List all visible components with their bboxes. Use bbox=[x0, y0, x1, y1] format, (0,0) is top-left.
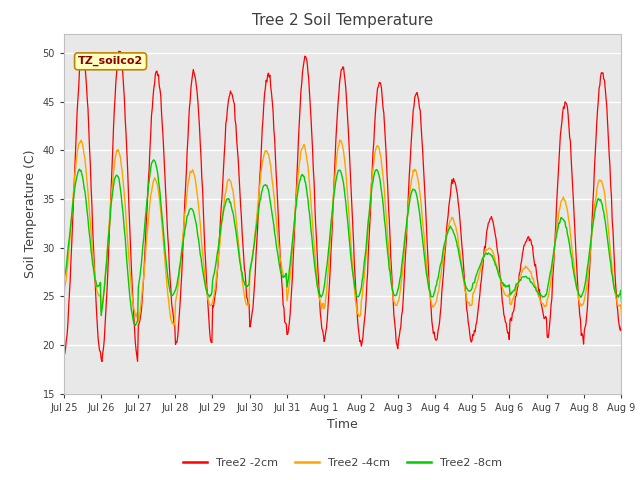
Legend: Tree2 -2cm, Tree2 -4cm, Tree2 -8cm: Tree2 -2cm, Tree2 -4cm, Tree2 -8cm bbox=[179, 453, 506, 472]
Tree2 -4cm bbox=[170, 323, 178, 328]
Tree2 -2cm bbox=[60, 351, 68, 357]
Tree2 -8cm bbox=[150, 157, 157, 163]
Tree2 -2cm bbox=[270, 127, 278, 132]
Y-axis label: Soil Temperature (C): Soil Temperature (C) bbox=[24, 149, 37, 278]
Tree2 -2cm bbox=[115, 48, 123, 54]
Tree2 -4cm bbox=[424, 276, 432, 282]
Tree2 -4cm bbox=[336, 137, 344, 143]
Tree2 -8cm bbox=[60, 276, 68, 282]
Tree2 -4cm bbox=[269, 184, 277, 190]
Tree2 -4cm bbox=[458, 260, 465, 265]
Tree2 -8cm bbox=[130, 320, 138, 326]
Title: Tree 2 Soil Temperature: Tree 2 Soil Temperature bbox=[252, 13, 433, 28]
Tree2 -2cm bbox=[131, 339, 139, 345]
Tree2 -4cm bbox=[240, 287, 248, 293]
Tree2 -8cm bbox=[270, 222, 278, 228]
Text: TZ_soilco2: TZ_soilco2 bbox=[78, 56, 143, 66]
Tree2 -8cm bbox=[458, 263, 465, 269]
Line: Tree2 -2cm: Tree2 -2cm bbox=[64, 51, 640, 361]
X-axis label: Time: Time bbox=[327, 418, 358, 431]
Tree2 -2cm bbox=[458, 235, 465, 240]
Tree2 -4cm bbox=[60, 290, 68, 296]
Tree2 -2cm bbox=[98, 359, 106, 364]
Tree2 -2cm bbox=[241, 266, 248, 272]
Line: Tree2 -4cm: Tree2 -4cm bbox=[64, 140, 640, 325]
Tree2 -4cm bbox=[130, 305, 138, 311]
Tree2 -4cm bbox=[292, 203, 300, 209]
Tree2 -2cm bbox=[424, 255, 432, 261]
Tree2 -8cm bbox=[292, 202, 300, 207]
Line: Tree2 -8cm: Tree2 -8cm bbox=[64, 160, 640, 325]
Tree2 -8cm bbox=[424, 280, 432, 286]
Tree2 -2cm bbox=[292, 188, 300, 194]
Tree2 -8cm bbox=[241, 280, 248, 286]
Tree2 -8cm bbox=[131, 323, 139, 328]
